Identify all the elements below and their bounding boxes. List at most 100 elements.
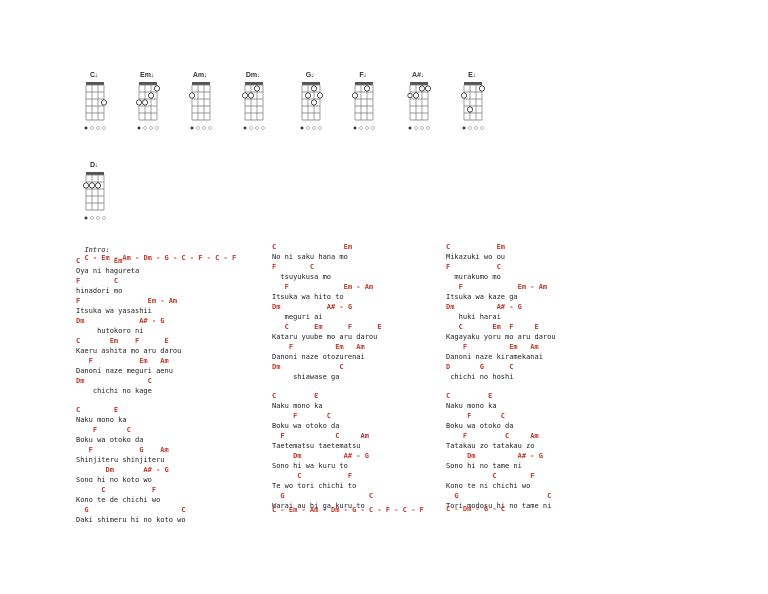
fretboard-grid	[136, 82, 160, 130]
position-indicator	[462, 126, 466, 130]
chord-line: C E	[272, 392, 319, 400]
finger-dot	[147, 92, 154, 99]
lyric-line: Shinjiteru shinjiteru	[76, 456, 165, 464]
intro-line: Intro: C - Em - Am - Dm - G - C - F - C …	[76, 238, 236, 262]
lyrics-column-1: C Em Oya ni hagureta F C hinadori mo F Em - …	[76, 256, 186, 525]
lyric-line: Tatakau zo tatakau zo	[446, 442, 535, 450]
finger-dot	[310, 85, 317, 92]
lyric-line: Boku wa otoko da	[272, 422, 340, 430]
position-indicator	[300, 126, 304, 130]
lyric-line: chichi no hoshi	[446, 373, 514, 381]
finger-dot	[316, 92, 323, 99]
fretboard-grid	[242, 82, 265, 130]
fretboard-grid	[300, 82, 323, 130]
finger-dot	[461, 92, 467, 99]
position-indicator	[137, 126, 141, 130]
chord-diagram-e: E♩	[454, 72, 494, 142]
lyric-line: Boku wa otoko da	[76, 436, 144, 444]
lyric-line: shiawase ga	[272, 373, 340, 381]
chord-line: G C	[446, 492, 552, 500]
lyric-line: Itsuka wa hito to	[272, 293, 344, 301]
position-indicator	[312, 126, 316, 130]
chord-line: Dm C	[272, 363, 344, 371]
lyric-line: Sono hi no koto wo	[76, 476, 152, 484]
position-indicator	[365, 126, 369, 130]
finger-dot	[352, 92, 358, 99]
chord-line: F C	[446, 412, 506, 420]
chord-line: F G Am	[76, 446, 169, 454]
finger-dot	[242, 92, 248, 99]
finger-dot	[418, 85, 425, 92]
position-indicator	[414, 126, 418, 130]
finger-dot	[189, 92, 195, 99]
lyric-line: Naku mono ka	[272, 402, 323, 410]
chord-line: F C	[272, 263, 315, 271]
finger-dot	[248, 92, 254, 99]
position-indicator	[84, 126, 88, 130]
fretboard-grid	[461, 82, 485, 130]
fretboard-grid	[189, 82, 212, 130]
lyric-line: hutokoro ni	[76, 327, 144, 335]
lyric-line: Sono hi no tame ni	[446, 462, 522, 470]
lyrics-column-2: C Em No ni saku hana mo F C tsuyukusa mo F…	[272, 242, 382, 511]
stanza-gap	[446, 382, 556, 391]
chord-line: F C	[76, 426, 131, 434]
chord-line: Dm C	[76, 377, 152, 385]
position-indicator	[196, 126, 200, 130]
position-indicator	[306, 126, 310, 130]
lyric-line: Itsuka wa kaze ga	[446, 293, 518, 301]
chord-line: Dm A# - G	[446, 303, 522, 311]
lyric-line: Itsuka wa yasashii	[76, 307, 152, 315]
fretboard-grid	[84, 82, 107, 130]
finger-dot	[100, 99, 107, 106]
chord-line: F Em Am	[272, 343, 365, 351]
chord-line: G C	[272, 492, 374, 500]
chord-line: F Em Am	[446, 343, 539, 351]
chord-name: D♩	[89, 162, 103, 169]
chord-name: E♩	[468, 72, 480, 79]
position-indicator	[96, 126, 100, 130]
finger-dot	[310, 99, 317, 106]
finger-dot	[83, 182, 89, 189]
outro-sequence-col2: C - Em - Am - Dm - G - C - F - C - F	[272, 506, 424, 514]
lyric-line: Naku mono ka	[76, 416, 127, 424]
chord-line: D G C	[446, 363, 514, 371]
chord-diagram-g: G♩	[292, 72, 332, 142]
chord-line: C E	[446, 392, 493, 400]
chord-line: Dm A# - G	[76, 466, 169, 474]
chord-diagram-dm: Dm♩	[235, 72, 275, 142]
chord-name: C♩	[89, 72, 103, 79]
chord-line: F Em - Am	[272, 283, 374, 291]
lyric-line: Kono te ni chichi wo	[446, 482, 531, 490]
position-indicator	[408, 126, 412, 130]
chord-line: Dm A# - G	[76, 317, 165, 325]
position-indicator	[155, 126, 159, 130]
position-indicator	[102, 126, 106, 130]
chord-name: Am♩	[192, 72, 212, 79]
lyric-line: huki harai	[446, 313, 501, 321]
fretboard-grid	[407, 82, 431, 130]
position-indicator	[90, 216, 94, 220]
lyric-line: No ni saku hana mo	[272, 253, 348, 261]
position-indicator	[480, 126, 484, 130]
finger-dot	[142, 99, 148, 106]
finger-dot	[467, 106, 473, 113]
position-indicator	[261, 126, 265, 130]
lyric-line: Danoni naze otozurenai	[272, 353, 365, 361]
finger-dot	[424, 85, 431, 92]
position-indicator	[474, 126, 478, 130]
chord-diagram-c: C♩	[76, 72, 116, 142]
position-indicator	[420, 126, 424, 130]
chord-line: C Em F E	[76, 337, 169, 345]
position-indicator	[426, 126, 430, 130]
lyric-line: Sono hi wa kuru to	[272, 462, 348, 470]
lyric-line: Naku mono ka	[446, 402, 497, 410]
chord-diagram-em: Em♩	[129, 72, 169, 142]
lyric-line: murakumo mo	[446, 273, 501, 281]
chord-name: Dm♩	[245, 72, 265, 79]
chord-line: Dm A# - G	[272, 452, 369, 460]
chord-line: F C	[76, 277, 119, 285]
chord-line: C E	[76, 406, 119, 414]
lyric-line: Te wo tori chichi to	[272, 482, 357, 490]
position-indicator	[143, 126, 147, 130]
